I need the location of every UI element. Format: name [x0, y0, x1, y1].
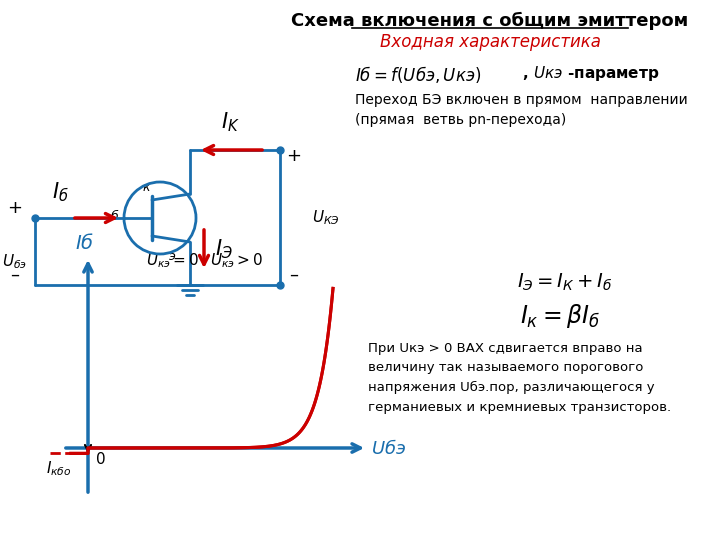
Text: +: + [7, 199, 22, 217]
Text: При Uкэ > 0 ВАХ сдвигается вправо на
величину так называемого порогового
напряже: При Uкэ > 0 ВАХ сдвигается вправо на вел… [368, 342, 671, 414]
Text: $I_{кбо}$: $I_{кбо}$ [46, 460, 71, 478]
Text: $U_{КЭ}$: $U_{КЭ}$ [312, 208, 340, 227]
Text: $I_к = \beta I_б$: $I_к = \beta I_б$ [520, 302, 600, 330]
Text: э: э [168, 250, 176, 263]
Text: 0: 0 [96, 452, 106, 467]
Text: $U_{бэ}$: $U_{бэ}$ [2, 253, 27, 271]
Text: –: – [11, 266, 19, 284]
Text: $U_{кэ} = 0$: $U_{кэ} = 0$ [146, 251, 199, 270]
Text: $I_Э = I_К + I_б$: $I_Э = I_К + I_б$ [517, 272, 613, 293]
Text: –: – [289, 266, 299, 284]
Text: $Iб$: $Iб$ [76, 233, 94, 253]
Text: Переход БЭ включен в прямом  направлении
(прямая  ветвь рn-перехода): Переход БЭ включен в прямом направлении … [355, 93, 688, 127]
Text: $Iб = f(Uбэ,Uкэ)$: $Iб = f(Uбэ,Uкэ)$ [355, 64, 482, 85]
Text: +: + [287, 147, 302, 165]
Text: Схема включения с общим эмиттером: Схема включения с общим эмиттером [292, 12, 688, 30]
Text: , $Uкэ$ -параметр: , $Uкэ$ -параметр [522, 64, 660, 83]
Text: к: к [143, 181, 150, 194]
Text: $Uбэ$: $Uбэ$ [371, 438, 406, 457]
Text: $I_б$: $I_б$ [52, 180, 68, 204]
Text: $I_Э$: $I_Э$ [215, 237, 233, 261]
Text: Входная характеристика: Входная характеристика [379, 33, 600, 51]
Text: $I_K$: $I_K$ [220, 110, 239, 134]
Text: $U_{кэ} > 0$: $U_{кэ} > 0$ [210, 251, 264, 270]
Text: б: б [110, 210, 118, 222]
